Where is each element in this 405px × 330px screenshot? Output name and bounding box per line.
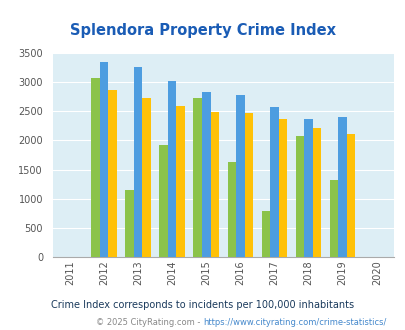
Bar	[270, 107, 278, 257]
Bar	[125, 190, 134, 257]
Bar	[261, 211, 270, 257]
Bar	[108, 90, 117, 257]
Bar	[91, 78, 100, 257]
Bar	[312, 128, 321, 257]
Bar	[295, 136, 304, 257]
Bar	[227, 162, 236, 257]
Bar	[100, 62, 108, 257]
Bar	[338, 117, 346, 257]
Legend: Splendora, Texas, National: Splendora, Texas, National	[100, 328, 345, 330]
Bar	[168, 81, 176, 257]
Text: Splendora Property Crime Index: Splendora Property Crime Index	[70, 23, 335, 38]
Text: https://www.cityrating.com/crime-statistics/: https://www.cityrating.com/crime-statist…	[202, 318, 386, 327]
Bar	[159, 145, 168, 257]
Bar	[278, 119, 287, 257]
Bar	[244, 113, 253, 257]
Text: Crime Index corresponds to incidents per 100,000 inhabitants: Crime Index corresponds to incidents per…	[51, 300, 354, 310]
Bar	[346, 134, 355, 257]
Bar	[134, 67, 142, 257]
Bar	[329, 180, 338, 257]
Bar	[202, 92, 210, 257]
Bar	[142, 98, 151, 257]
Bar	[176, 106, 185, 257]
Bar	[304, 118, 312, 257]
Bar	[193, 98, 202, 257]
Bar	[210, 112, 219, 257]
Text: © 2025 CityRating.com -: © 2025 CityRating.com -	[96, 318, 202, 327]
Bar	[236, 95, 244, 257]
